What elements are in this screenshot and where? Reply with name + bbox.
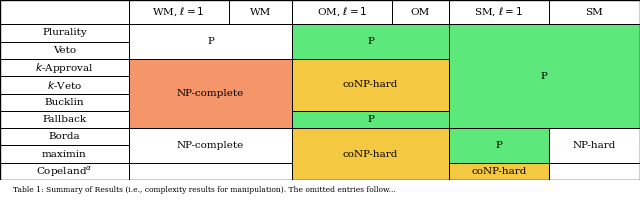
Bar xyxy=(292,128,449,180)
Bar xyxy=(129,163,292,180)
Bar xyxy=(129,24,292,59)
Bar xyxy=(0,76,129,94)
Bar xyxy=(548,0,640,24)
Bar xyxy=(449,128,548,163)
Text: P: P xyxy=(367,37,374,46)
Bar xyxy=(0,24,129,42)
Text: Bucklin: Bucklin xyxy=(45,98,84,107)
Text: WM: WM xyxy=(250,8,271,17)
Text: $k$-Approval: $k$-Approval xyxy=(35,61,93,75)
Bar xyxy=(449,24,640,128)
Text: Plurality: Plurality xyxy=(42,28,87,37)
Bar xyxy=(292,59,449,111)
Text: coNP-hard: coNP-hard xyxy=(343,80,398,89)
Bar xyxy=(292,24,449,59)
Bar xyxy=(548,163,640,180)
Bar xyxy=(292,0,392,24)
Text: Fallback: Fallback xyxy=(42,115,86,124)
Bar xyxy=(129,0,228,24)
Bar xyxy=(0,128,129,145)
Bar xyxy=(0,111,129,128)
Bar xyxy=(129,128,292,163)
Text: P: P xyxy=(207,37,214,46)
Text: SM, $\ell = 1$: SM, $\ell = 1$ xyxy=(474,6,523,18)
Bar xyxy=(129,59,292,128)
Bar xyxy=(548,128,640,163)
Bar xyxy=(0,145,129,163)
Bar xyxy=(0,0,129,24)
Text: $k$-Veto: $k$-Veto xyxy=(47,79,82,91)
Text: P: P xyxy=(541,72,548,81)
Bar xyxy=(449,0,548,24)
Text: Borda: Borda xyxy=(49,132,80,141)
Text: Copeland$^{\alpha}$: Copeland$^{\alpha}$ xyxy=(36,164,93,179)
Text: maximin: maximin xyxy=(42,150,87,159)
Text: Table 1: Summary of Results (i.e., complexity results for manipulation). The omi: Table 1: Summary of Results (i.e., compl… xyxy=(13,186,396,194)
Text: P: P xyxy=(367,115,374,124)
Bar xyxy=(0,94,129,111)
Bar xyxy=(0,59,129,76)
Text: Veto: Veto xyxy=(52,46,76,55)
Bar xyxy=(449,163,548,180)
Text: NP-complete: NP-complete xyxy=(177,89,244,98)
Bar xyxy=(392,0,449,24)
Bar xyxy=(0,42,129,59)
Text: SM: SM xyxy=(586,8,604,17)
Text: NP-hard: NP-hard xyxy=(573,141,616,150)
Text: coNP-hard: coNP-hard xyxy=(343,150,398,159)
Text: WM, $\ell = 1$: WM, $\ell = 1$ xyxy=(152,6,205,18)
Text: OM, $\ell = 1$: OM, $\ell = 1$ xyxy=(317,6,367,18)
Text: OM: OM xyxy=(411,8,430,17)
Text: NP-complete: NP-complete xyxy=(177,141,244,150)
Bar xyxy=(292,111,449,128)
Text: coNP-hard: coNP-hard xyxy=(471,167,526,176)
Bar xyxy=(228,0,292,24)
Text: P: P xyxy=(495,141,502,150)
Bar xyxy=(0,163,129,180)
